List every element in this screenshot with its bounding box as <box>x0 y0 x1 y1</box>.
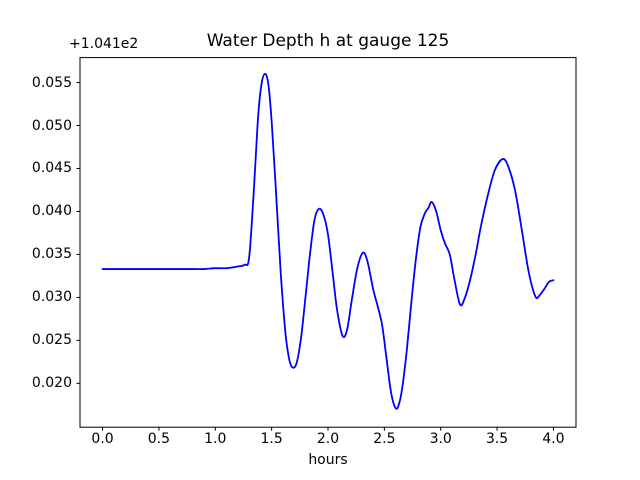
x-tick-label: 2.0 <box>316 431 340 447</box>
y-tick-label: 0.035 <box>31 246 72 263</box>
y-axis-offset-label: +1.041e2 <box>69 36 139 52</box>
x-tick-label: 1.5 <box>260 431 283 447</box>
x-tick-label: 0.5 <box>147 431 171 447</box>
y-tick-label: 0.055 <box>31 74 72 91</box>
x-tick-label: 1.0 <box>204 431 227 447</box>
y-tick-label: 0.030 <box>31 289 72 306</box>
x-tick-label: 4.0 <box>542 431 565 447</box>
y-tick-label: 0.040 <box>31 203 72 220</box>
data-line <box>101 73 555 410</box>
x-tick-label: 2.5 <box>373 431 396 447</box>
chart-title: Water Depth h at gauge 125 <box>206 31 450 51</box>
x-tick-label: 0.0 <box>91 431 114 447</box>
y-tick-label: 0.045 <box>31 160 72 177</box>
x-tick-label: 3.5 <box>485 431 509 447</box>
x-axis-label: hours <box>308 452 348 468</box>
y-tick-label: 0.025 <box>31 332 72 349</box>
y-tick-label: 0.050 <box>31 117 72 134</box>
axes-frame <box>79 57 577 428</box>
x-tick-label: 3.0 <box>429 431 452 447</box>
y-tick-label: 0.020 <box>31 375 72 392</box>
